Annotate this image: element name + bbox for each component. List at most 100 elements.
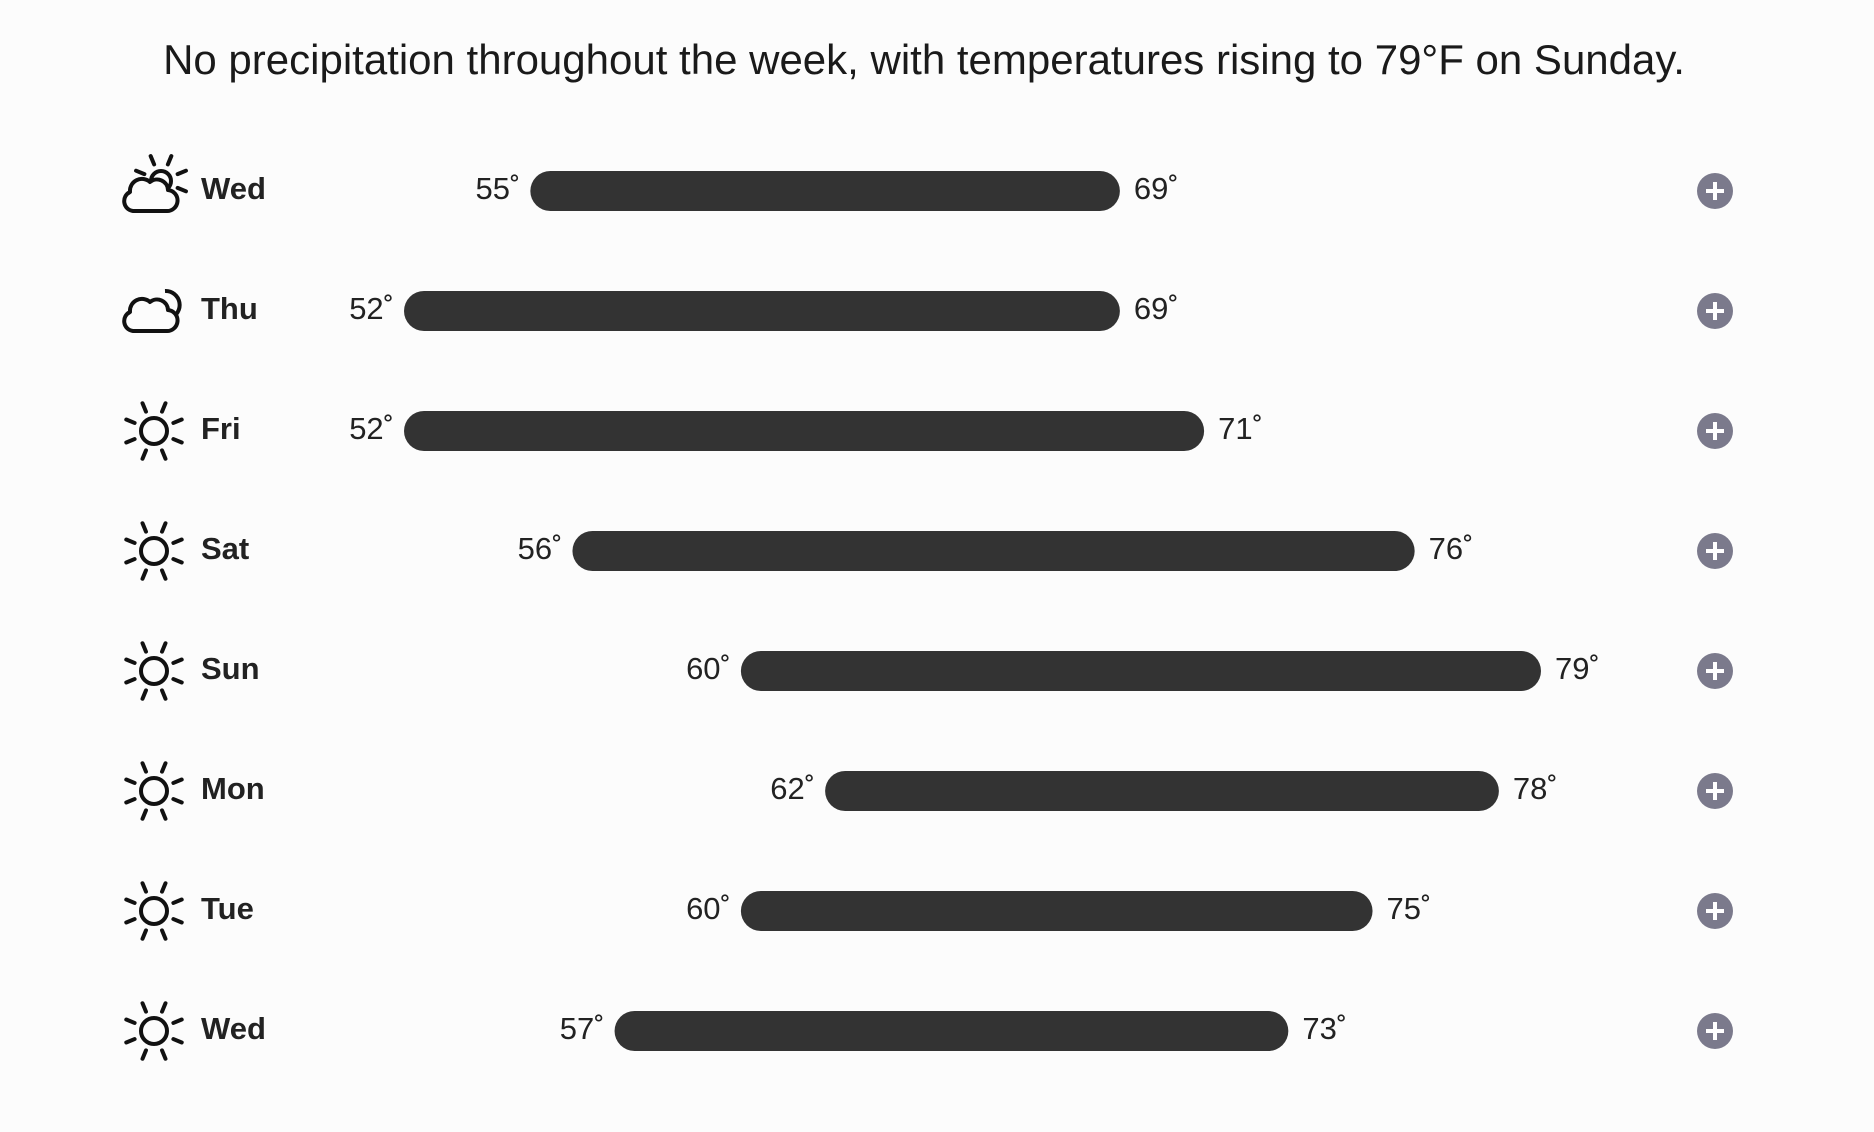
sun-ray: [140, 641, 148, 654]
sun-ray: [160, 521, 168, 534]
sun-ray: [124, 657, 137, 665]
day-label: Sat: [201, 531, 249, 566]
low-temp: 60˚: [686, 891, 731, 926]
sun-ray: [124, 677, 137, 685]
sun-ray: [140, 401, 148, 414]
weather-icon: [124, 521, 184, 581]
temp-bar: [825, 771, 1499, 811]
day-label: Wed: [201, 1011, 266, 1046]
sun-ray: [160, 448, 168, 461]
sun-ray: [124, 777, 137, 785]
expand-button[interactable]: [1697, 1013, 1733, 1049]
expand-button[interactable]: [1697, 653, 1733, 689]
expand-button[interactable]: [1697, 293, 1733, 329]
temp-bar: [740, 651, 1541, 691]
day-label: Mon: [201, 771, 265, 806]
low-temp: 52˚: [349, 411, 394, 446]
sun-ray: [171, 777, 184, 785]
expand-plus[interactable]: [1706, 662, 1724, 680]
sun-ray: [160, 881, 168, 894]
sun-ray: [175, 168, 188, 177]
expand-plus[interactable]: [1706, 422, 1724, 440]
sun-ray: [171, 557, 184, 565]
high-temp: 71˚: [1218, 411, 1263, 446]
expand-plus[interactable]: [1706, 302, 1724, 320]
expand-button[interactable]: [1697, 173, 1733, 209]
sun-ray: [171, 897, 184, 905]
high-temp: 69˚: [1134, 291, 1179, 326]
low-temp: 52˚: [349, 291, 394, 326]
sun-ray: [124, 537, 137, 545]
high-temp: 69˚: [1134, 171, 1179, 206]
expand-plus[interactable]: [1706, 542, 1724, 560]
expand-button[interactable]: [1697, 773, 1733, 809]
sun-ray: [160, 1001, 168, 1014]
sun-ray: [165, 154, 174, 167]
sun-ray: [140, 808, 148, 821]
sun-ray: [124, 557, 137, 565]
cloud: [122, 296, 180, 334]
day-row: Tue 60˚ 75˚: [124, 881, 1733, 941]
sun-ray: [124, 437, 137, 445]
sun-ray: [171, 1037, 184, 1045]
sun-ray: [160, 401, 168, 414]
expand-plus[interactable]: [1706, 902, 1724, 920]
day-row: Thu 52˚ 69˚: [122, 288, 1733, 334]
weather-icon: [122, 288, 182, 334]
expand-plus[interactable]: [1706, 1022, 1724, 1040]
day-label: Fri: [201, 411, 241, 446]
weather-icon: [124, 1001, 184, 1061]
day-row: Sun 60˚ 79˚: [124, 641, 1733, 701]
sun-ray: [160, 641, 168, 654]
expand-plus[interactable]: [1706, 782, 1724, 800]
sun-ray: [140, 761, 148, 774]
sun-ray: [140, 521, 148, 534]
sun-ray: [140, 1048, 148, 1061]
sun-ray: [124, 897, 137, 905]
sun-core: [139, 656, 169, 686]
day-row: Fri 52˚ 71˚: [124, 401, 1733, 461]
low-temp: 60˚: [686, 651, 731, 686]
sun-ray: [160, 808, 168, 821]
weather-icon: [124, 881, 184, 941]
low-temp: 62˚: [770, 771, 815, 806]
low-temp: 57˚: [560, 1011, 605, 1046]
high-temp: 76˚: [1429, 531, 1474, 566]
day-label: Sun: [201, 651, 260, 686]
expand-button[interactable]: [1697, 413, 1733, 449]
sun-ray: [171, 657, 184, 665]
weather-icon: [124, 761, 184, 821]
day-row: Mon 62˚ 78˚: [124, 761, 1733, 821]
high-temp: 79˚: [1555, 651, 1600, 686]
sun-core: [139, 536, 169, 566]
high-temp: 75˚: [1387, 891, 1432, 926]
sun-ray: [140, 568, 148, 581]
summary-title: No precipitation throughout the week, wi…: [163, 36, 1685, 83]
temp-bar: [740, 891, 1373, 931]
sun-core: [139, 416, 169, 446]
sun-ray: [160, 761, 168, 774]
sun-ray: [171, 1017, 184, 1025]
sun-ray: [124, 917, 137, 925]
sun-ray: [140, 881, 148, 894]
day-row: Sat 56˚ 76˚: [124, 521, 1733, 581]
sun-ray: [175, 185, 188, 194]
sun-ray: [134, 168, 147, 177]
sun-ray: [140, 448, 148, 461]
sun-ray: [160, 688, 168, 701]
high-temp: 73˚: [1302, 1011, 1347, 1046]
expand-button[interactable]: [1697, 533, 1733, 569]
day-label: Thu: [201, 291, 258, 326]
temp-bar: [614, 1011, 1289, 1051]
sun-ray: [171, 437, 184, 445]
sun-ray: [124, 417, 137, 425]
expand-plus[interactable]: [1706, 182, 1724, 200]
temp-bar: [530, 171, 1120, 211]
sun-ray: [140, 688, 148, 701]
day-label: Tue: [201, 891, 254, 926]
sun-ray: [171, 797, 184, 805]
expand-button[interactable]: [1697, 893, 1733, 929]
sun-ray: [160, 568, 168, 581]
sun-ray: [124, 1017, 137, 1025]
